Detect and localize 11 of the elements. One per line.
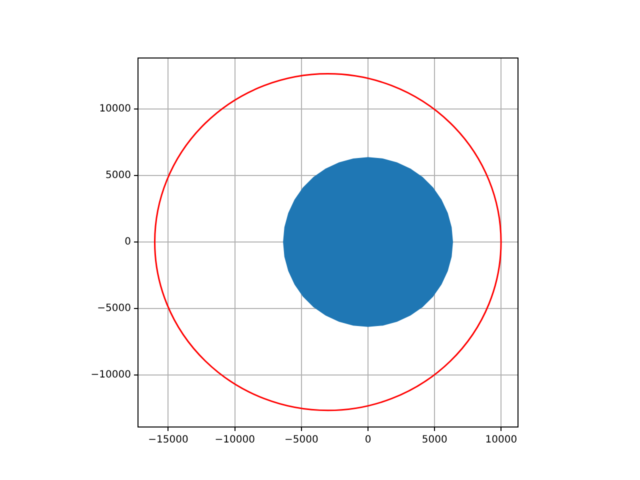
- y-tick-label: 5000: [106, 170, 131, 182]
- x-tick-label: −10000: [214, 434, 255, 446]
- y-tick-label: 0: [124, 236, 131, 248]
- x-tick-label: 10000: [485, 434, 518, 446]
- x-tick-label: 5000: [422, 434, 448, 446]
- y-tick-label: 10000: [99, 104, 131, 115]
- y-tick-label: −10000: [90, 370, 131, 381]
- x-tick-label: −5000: [284, 434, 318, 446]
- x-tick-label: −15000: [148, 434, 188, 446]
- x-tick-label: 0: [364, 434, 372, 446]
- y-tick-label: −5000: [97, 303, 131, 314]
